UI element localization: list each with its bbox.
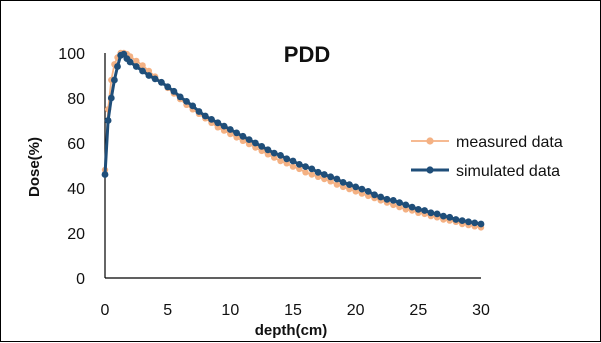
data-point: [151, 75, 159, 83]
data-point: [101, 171, 109, 178]
y-tick-label: 40: [67, 181, 85, 198]
data-point: [339, 179, 347, 186]
data-point: [333, 181, 341, 188]
legend: measured data simulated data: [411, 134, 563, 180]
data-point: [465, 218, 472, 226]
data-point: [145, 72, 153, 79]
data-point: [239, 132, 247, 140]
data-point: [214, 119, 222, 127]
data-point: [132, 63, 140, 70]
data-point: [408, 203, 416, 211]
data-point: [107, 94, 115, 102]
y-tick-label: 80: [67, 91, 85, 108]
data-point: [358, 185, 366, 193]
data-point: [139, 62, 146, 69]
y-tick-label: 60: [67, 136, 85, 153]
data-point: [320, 171, 328, 178]
data-point: [183, 98, 190, 105]
data-point: [327, 173, 334, 181]
data-point: [433, 210, 441, 218]
x-tick-label: 5: [163, 302, 172, 319]
data-point: [126, 58, 134, 66]
data-point: [195, 108, 203, 115]
x-tick-label: 0: [101, 302, 110, 319]
y-tick-label: 0: [76, 271, 85, 288]
data-point: [421, 207, 428, 214]
data-point: [452, 216, 460, 223]
chart-title: PDD: [284, 42, 330, 67]
x-tick-label: 25: [409, 302, 427, 319]
data-point: [352, 183, 360, 191]
data-point: [258, 143, 266, 150]
data-point: [208, 116, 215, 123]
data-point: [111, 76, 118, 84]
data-point: [471, 219, 479, 227]
data-point: [333, 175, 341, 183]
data-point: [104, 117, 112, 124]
y-axis-title: Dose(%): [26, 137, 43, 197]
data-point: [308, 165, 316, 173]
data-point: [371, 191, 378, 199]
data-point: [270, 149, 278, 157]
series-layer: [101, 49, 485, 231]
data-point: [201, 112, 209, 120]
data-point: [220, 122, 228, 130]
data-point: [226, 126, 234, 133]
y-tick-label: 20: [67, 226, 85, 243]
data-point: [402, 201, 410, 209]
data-point: [308, 171, 315, 178]
data-point: [133, 57, 140, 65]
data-point: [233, 129, 241, 137]
data-point: [302, 169, 309, 176]
x-tick-label: 15: [284, 302, 302, 319]
x-tick-label: 30: [472, 302, 490, 319]
data-point: [446, 213, 454, 221]
x-tick-label: 10: [221, 302, 239, 319]
data-point: [440, 212, 447, 220]
y-tick-label: 100: [58, 46, 85, 63]
x-tick-label: 20: [347, 302, 365, 319]
data-point: [277, 157, 284, 165]
data-point: [389, 197, 397, 204]
series-1: [101, 50, 485, 228]
data-point: [264, 146, 272, 154]
data-point: [458, 217, 466, 225]
data-point: [295, 161, 303, 168]
data-point: [396, 199, 403, 207]
data-point: [139, 67, 147, 75]
tick-labels: 0 5 10 15 20 25 30 0 20 40 60 80 100: [58, 46, 490, 319]
data-point: [314, 168, 322, 176]
legend-marker: [426, 137, 434, 145]
data-point: [164, 83, 172, 91]
data-point: [170, 87, 178, 95]
data-point: [277, 152, 284, 159]
legend-marker: [426, 166, 434, 174]
x-axis-title: depth(cm): [255, 322, 328, 339]
data-point: [283, 155, 291, 163]
data-point: [346, 181, 353, 189]
data-point: [189, 102, 197, 110]
data-point: [383, 195, 391, 203]
data-point: [114, 63, 121, 70]
data-point: [302, 163, 309, 171]
data-point: [364, 188, 372, 195]
data-point: [245, 136, 253, 144]
data-point: [477, 220, 485, 228]
legend-label: measured data: [456, 134, 563, 151]
data-point: [252, 139, 259, 147]
data-point: [158, 78, 165, 86]
data-point: [414, 206, 422, 213]
data-point: [289, 157, 297, 165]
data-point: [377, 193, 385, 201]
data-point: [176, 93, 184, 101]
data-point: [289, 163, 297, 170]
legend-label: simulated data: [456, 163, 560, 180]
data-point: [427, 209, 435, 217]
